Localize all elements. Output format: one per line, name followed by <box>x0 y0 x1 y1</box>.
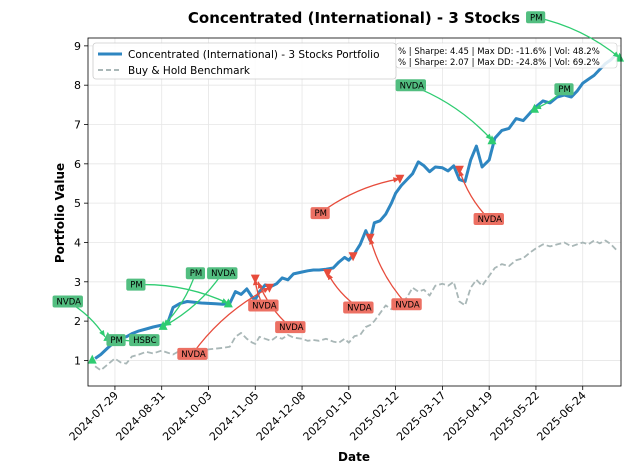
annotation-label: NVDA <box>211 269 236 279</box>
x-tick-label: 2024-11-05 <box>207 389 261 443</box>
annotation-label: PM <box>110 336 122 346</box>
annotation-arrowhead <box>393 177 400 183</box>
annotation-label-box <box>52 295 83 308</box>
annotation-label-box <box>207 267 238 280</box>
annotation-label-box <box>129 334 160 347</box>
plot-area <box>88 38 621 386</box>
x-tick-label: 2024-08-31 <box>113 389 167 443</box>
annotation-arrowhead <box>534 104 542 110</box>
y-tick-label: 2 <box>74 315 81 328</box>
x-tick-label: 2025-06-24 <box>534 389 588 443</box>
x-tick-label: 2025-04-19 <box>441 389 495 443</box>
y-tick-label: 9 <box>74 40 81 53</box>
annotation-label: PM <box>558 85 570 95</box>
stats-line: % | Sharpe: 2.07 | Max DD: -24.8% | Vol:… <box>398 58 600 68</box>
annotation-label-box <box>177 347 208 360</box>
annotation-label: NVDA <box>347 303 372 313</box>
annotation-label-box <box>310 207 330 220</box>
y-tick-label: 5 <box>74 197 81 210</box>
series-line-portfolio <box>94 52 618 360</box>
annotation-label: NVDA <box>252 301 277 311</box>
annotation-label-box <box>554 83 574 96</box>
x-tick-label: 2024-12-08 <box>254 389 308 443</box>
y-tick-label: 6 <box>74 158 81 171</box>
annotation-arrowhead <box>164 320 172 326</box>
annotation-label-box <box>473 212 504 225</box>
annotation-arrowhead <box>327 273 333 281</box>
y-tick-label: 1 <box>74 354 81 367</box>
buy-marker <box>87 354 97 364</box>
legend: Concentrated (International) - 3 Stocks … <box>92 42 397 80</box>
trade-annotations: NVDA PM PM HSBC PM NVDA NVDA NVDA NVDA PM NVDA NVDA… <box>52 11 621 360</box>
x-tick-label: 2024-10-03 <box>160 389 214 443</box>
annotation-label-box <box>275 321 306 334</box>
y-tick-label: 7 <box>74 119 81 132</box>
annotation-label-box <box>343 301 374 314</box>
annotation-label-box <box>248 299 279 312</box>
plot-frame <box>87 37 622 387</box>
y-tick-label: 4 <box>74 236 81 249</box>
annotation-label-box <box>106 334 126 347</box>
annotation-arrowhead <box>485 133 492 141</box>
x-axis-label: Date <box>338 450 370 464</box>
chart-title: Concentrated (International) - 3 Stocks <box>188 9 520 27</box>
x-axis-ticks: 2024-07-292024-08-312024-10-032024-11-05… <box>67 386 589 443</box>
annotation-arrowhead <box>612 51 620 58</box>
y-tick-label: 3 <box>74 276 81 289</box>
annotation-arrowhead <box>369 237 375 245</box>
annotation-arrowhead <box>262 287 270 294</box>
annotation-label: NVDA <box>57 298 82 308</box>
annotation-arrow <box>135 283 229 304</box>
annotation-label: NVDA <box>400 81 425 91</box>
series-line-benchmark <box>94 239 618 372</box>
annotation-label: PM <box>315 209 327 219</box>
annotation-label: NVDA <box>478 215 503 225</box>
annotation-arrowhead <box>99 330 105 337</box>
x-tick-label: 2024-07-29 <box>67 389 121 443</box>
annotation-arrowhead <box>458 169 464 177</box>
sell-marker <box>348 252 358 262</box>
annotation-label-box <box>526 11 546 24</box>
legend-entry: Buy & Hold Benchmark <box>128 65 251 77</box>
annotation-label-box <box>126 278 146 291</box>
annotation-label: HSBC <box>133 336 156 346</box>
annotation-label: PM <box>190 269 202 279</box>
y-tick-label: 8 <box>74 79 81 92</box>
annotation-arrowhead <box>221 298 229 304</box>
series-layer <box>94 52 618 372</box>
annotation-label: NVDA <box>395 300 420 310</box>
annotation-arrow <box>191 287 270 355</box>
annotation-label: NVDA <box>279 323 304 333</box>
stats-box: % | Sharpe: 4.45 | Max DD: -11.6% | Vol:… <box>395 42 618 69</box>
x-tick-label: 2025-05-22 <box>488 389 542 443</box>
annotation-label-box <box>185 267 206 280</box>
y-axis-label: Portfolio Value <box>53 163 67 263</box>
annotation-label-box <box>395 79 427 92</box>
annotation-label: NVDA <box>181 350 206 360</box>
x-tick-label: 2025-02-12 <box>347 389 401 443</box>
annotation-arrowhead <box>163 319 170 326</box>
annotation-label-box <box>391 298 422 311</box>
x-tick-label: 2025-01-10 <box>301 389 355 443</box>
annotation-label: PM <box>130 281 142 291</box>
x-tick-label: 2025-03-17 <box>394 389 448 443</box>
y-axis-ticks: 1 2 3 4 5 6 7 8 9 <box>74 40 88 367</box>
annotation-arrowhead <box>252 278 259 286</box>
stats-line: % | Sharpe: 4.45 | Max DD: -11.6% | Vol:… <box>398 47 600 57</box>
annotation-label: PM <box>530 13 542 23</box>
legend-entry: Concentrated (International) - 3 Stocks … <box>128 49 380 61</box>
annotation-arrowhead <box>258 281 263 289</box>
